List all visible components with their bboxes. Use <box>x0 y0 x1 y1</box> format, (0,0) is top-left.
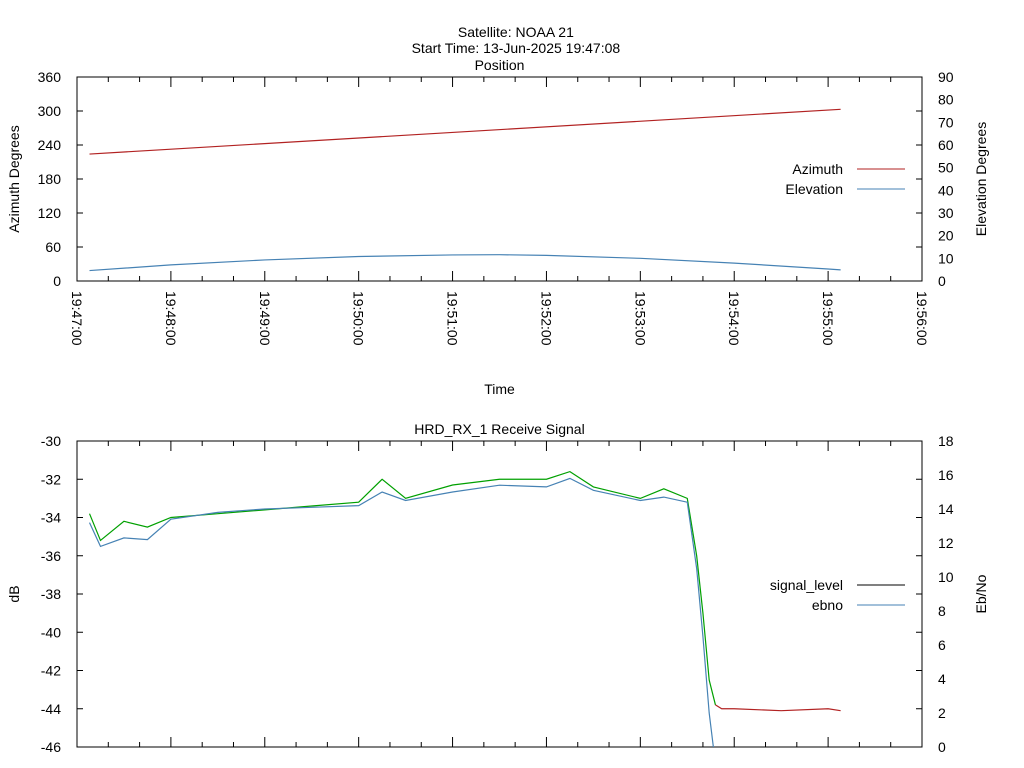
y2-tick-label: 40 <box>938 182 954 198</box>
y2-tick-label: 30 <box>938 205 954 221</box>
x-axis-label: Time <box>484 381 515 397</box>
y-tick-label: -46 <box>41 739 61 755</box>
x-tick-label: 19:55:00 <box>820 291 836 346</box>
y-tick-label: -32 <box>41 471 61 487</box>
y-tick-label: -36 <box>41 548 61 564</box>
x-tick-label: 19:51:00 <box>445 291 461 346</box>
y-tick-label: 300 <box>38 103 62 119</box>
series-line-signal-level-strong <box>88 470 717 706</box>
y2-tick-label: 2 <box>938 705 946 721</box>
figure-title: Satellite: NOAA 21 Start Time: 13-Jun-20… <box>0 8 1024 56</box>
y-tick-label: -42 <box>41 663 61 679</box>
plot-area <box>88 470 841 747</box>
y2-tick-label: 80 <box>938 92 954 108</box>
plot-frame <box>76 76 923 282</box>
legend-label: Azimuth <box>792 161 843 177</box>
x-tick-label: 19:53:00 <box>632 291 648 346</box>
y2-tick-label: 4 <box>938 671 946 687</box>
y2-tick-label: 20 <box>938 228 954 244</box>
y2-tick-label: 50 <box>938 160 954 176</box>
chart-title: HRD_RX_1 Receive Signal <box>414 421 584 437</box>
series-line-ebno <box>88 477 714 747</box>
legend-label: ebno <box>812 597 843 613</box>
y2-tick-label: 14 <box>938 501 954 517</box>
y2-tick-label: 18 <box>938 433 954 449</box>
y2-axis-label: Eb/No <box>973 574 989 613</box>
y2-tick-label: 0 <box>938 739 946 755</box>
x-tick-label: 19:48:00 <box>163 291 179 346</box>
y2-tick-label: 0 <box>938 273 946 289</box>
x-tick-label: 19:56:00 <box>914 291 930 346</box>
y2-tick-label: 12 <box>938 535 954 551</box>
y-tick-label: 360 <box>38 69 62 85</box>
y-tick-label: -38 <box>41 586 61 602</box>
y2-tick-label: 16 <box>938 467 954 483</box>
chart-title: Position <box>475 57 525 73</box>
series-line-signal-level-lost <box>715 704 841 712</box>
y-axis-label: Azimuth Degrees <box>6 125 22 232</box>
satellite-label: Satellite: NOAA 21 <box>457 24 574 40</box>
y-tick-label: 60 <box>45 239 61 255</box>
y-tick-label: 120 <box>38 205 62 221</box>
legend-label: Elevation <box>785 181 843 197</box>
start-time-label: Start Time: 13-Jun-2025 19:47:08 <box>411 40 621 56</box>
x-tick-label: 19:50:00 <box>351 291 367 346</box>
y2-tick-label: 70 <box>938 114 954 130</box>
receive-signal-chart: HRD_RX_1 Receive Signal -46 -44 -42 -40 -38 -3… <box>6 421 989 755</box>
y-tick-label: -44 <box>41 701 61 717</box>
plot-area <box>89 108 841 272</box>
series-line-azimuth <box>89 108 841 155</box>
y-tick-label: 0 <box>53 273 61 289</box>
plot-frame <box>76 440 923 748</box>
position-chart: Position 0 60 120 180 240 300 360 0 10 20 30 40 50 60 7… <box>6 57 989 397</box>
x-tick-label: 19:52:00 <box>538 291 554 346</box>
x-tick-label: 19:47:00 <box>69 291 85 346</box>
y2-tick-label: 10 <box>938 569 954 585</box>
y-tick-label: -40 <box>41 624 61 640</box>
y-axis-label: dB <box>6 585 22 602</box>
x-tick-label: 19:49:00 <box>257 291 273 346</box>
y-tick-label: -34 <box>41 510 61 526</box>
y2-tick-label: 90 <box>938 69 954 85</box>
series-line-elevation <box>89 254 841 272</box>
legend-label: signal_level <box>770 577 843 593</box>
y-tick-label: -30 <box>41 433 61 449</box>
y2-tick-label: 60 <box>938 137 954 153</box>
y-tick-label: 180 <box>38 171 62 187</box>
y2-tick-label: 8 <box>938 603 946 619</box>
y-tick-label: 240 <box>38 137 62 153</box>
y2-tick-label: 10 <box>938 250 954 266</box>
x-tick-label: 19:54:00 <box>726 291 742 346</box>
y2-tick-label: 6 <box>938 637 946 653</box>
y2-axis-label: Elevation Degrees <box>973 122 989 236</box>
